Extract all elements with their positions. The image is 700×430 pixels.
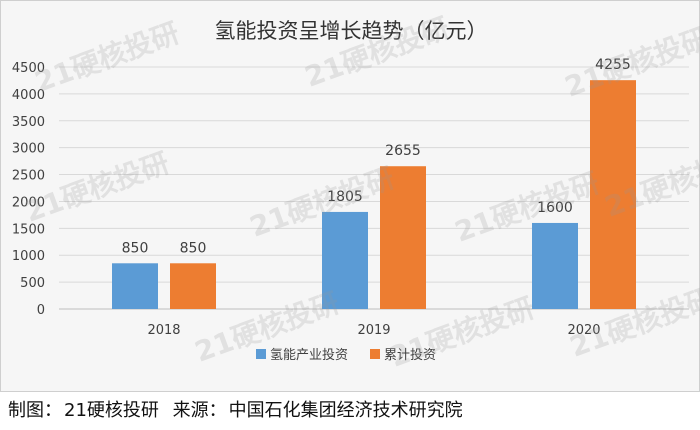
data-label: 1805	[327, 189, 363, 205]
footer-source: 中国石化集团经济技术研究院	[228, 400, 463, 421]
y-tick-label: 1500	[12, 222, 45, 237]
data-label: 4255	[595, 57, 631, 73]
data-label: 850	[122, 240, 149, 256]
y-tick-label: 2000	[12, 195, 45, 210]
data-label: 1600	[537, 200, 573, 216]
bar-hydrogen-investment	[112, 263, 158, 309]
y-tick-label: 3000	[12, 142, 45, 157]
bar-cumulative-investment	[590, 80, 636, 309]
x-tick-label: 2020	[567, 323, 600, 338]
chart-frame: 氢能投资呈增长趋势（亿元） 0 500 1000 1500 2000 2500 3000 350…	[0, 0, 700, 392]
legend-swatch	[370, 349, 380, 359]
y-tick-label: 1000	[12, 249, 45, 264]
bar-cumulative-investment	[170, 263, 216, 309]
y-tick-label: 3500	[12, 115, 45, 130]
y-tick-label: 4500	[12, 61, 45, 76]
x-tick-label: 2018	[147, 323, 180, 338]
bar-chart: 氢能投资呈增长趋势（亿元） 0 500 1000 1500 2000 2500 3000 350…	[12, 19, 689, 363]
y-tick-label: 500	[20, 276, 45, 291]
chart-title: 氢能投资呈增长趋势（亿元）	[215, 19, 488, 43]
data-label: 2655	[385, 143, 421, 159]
footer-source-label: 来源：	[172, 400, 227, 421]
bar-hydrogen-investment	[532, 222, 578, 309]
data-label: 850	[180, 240, 207, 256]
y-tick-label: 2500	[12, 169, 45, 184]
x-tick-label: 2019	[357, 323, 390, 338]
bar-hydrogen-investment	[322, 211, 368, 309]
y-tick-label: 0	[37, 303, 45, 318]
y-tick-label: 4000	[12, 88, 45, 103]
footer: 制图： 21硬核投研 来源： 中国石化集团经济技术研究院	[8, 396, 465, 422]
footer-maker: 21硬核投研	[64, 400, 159, 421]
legend-label: 氢能产业投资	[270, 347, 348, 363]
legend-label: 累计投资	[384, 347, 436, 363]
bar-cumulative-investment	[380, 166, 426, 309]
footer-maker-label: 制图：	[8, 400, 62, 421]
legend-swatch	[256, 349, 266, 359]
